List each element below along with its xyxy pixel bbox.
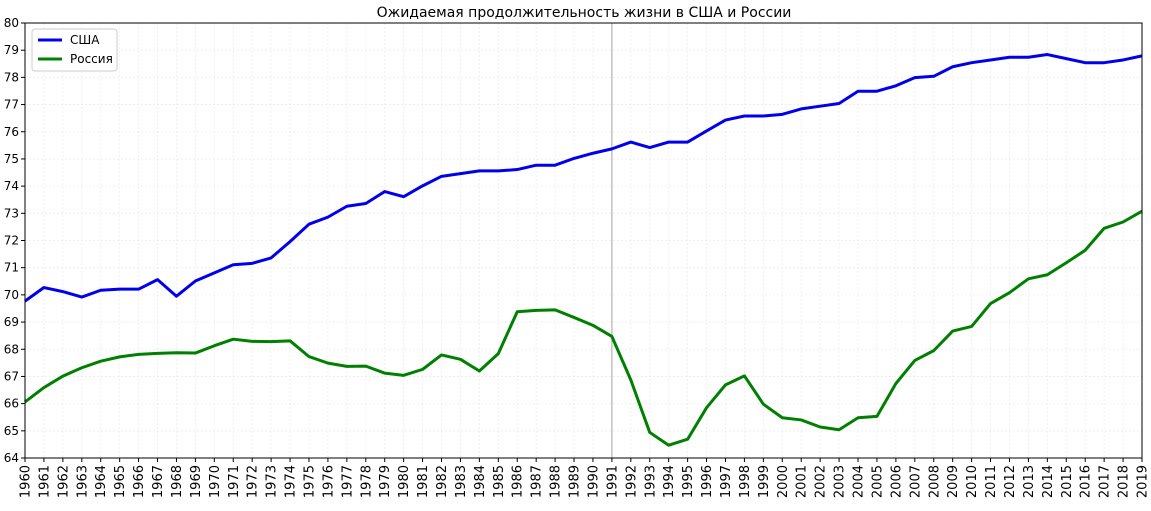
x-tick-label: 2003 — [833, 465, 848, 498]
x-tick-label: 2008 — [927, 465, 942, 498]
x-tick-label: 2006 — [889, 465, 904, 498]
x-tick-label: 2016 — [1079, 465, 1094, 498]
x-tick-label: 1993 — [643, 465, 658, 498]
series-lines — [24, 53, 1143, 447]
x-tick-label: 1971 — [227, 465, 242, 498]
y-tick-label: 78 — [4, 70, 19, 84]
x-tick-label: 1974 — [284, 465, 299, 498]
x-tick-label: 1982 — [435, 465, 450, 498]
x-tick-label: 2014 — [1041, 465, 1056, 498]
y-tick-label: 64 — [4, 451, 19, 465]
x-tick-label: 1996 — [700, 465, 715, 498]
y-tick-label: 69 — [4, 315, 19, 329]
x-tick-label: 1967 — [151, 465, 166, 498]
x-tick-label: 2013 — [1022, 465, 1037, 498]
x-tick-label: 2010 — [965, 465, 980, 498]
x-tick-label: 2002 — [814, 465, 829, 498]
x-tick-label: 2004 — [852, 465, 867, 498]
x-tick-label: 1997 — [719, 465, 734, 498]
x-tick-label: 2000 — [776, 465, 791, 498]
x-tick-label: 1978 — [359, 465, 374, 498]
x-tick-label: 1992 — [624, 465, 639, 498]
x-tick-label: 1986 — [511, 465, 526, 498]
y-tick-label: 79 — [4, 43, 19, 57]
x-tick-label: 2018 — [1117, 465, 1132, 498]
legend: США Россия — [31, 28, 118, 72]
x-tick-label: 1970 — [208, 465, 223, 498]
x-tick-label: 2009 — [946, 465, 961, 498]
x-tick-label: 1969 — [189, 465, 204, 498]
x-tick-label: 1981 — [416, 465, 431, 498]
x-tick-label: 2019 — [1136, 465, 1151, 498]
x-tick-label: 1975 — [302, 465, 317, 498]
y-tick-label: 66 — [4, 397, 19, 411]
x-tick-label: 2017 — [1098, 465, 1113, 498]
series-line-1 — [24, 209, 1143, 447]
x-tick-label: 1965 — [113, 465, 128, 498]
x-tick-label: 1977 — [340, 465, 355, 498]
x-tick-label: 2007 — [908, 465, 923, 498]
x-tick-label: 2012 — [1003, 465, 1018, 498]
x-tick-label: 1966 — [132, 465, 147, 498]
legend-label-0: США — [70, 33, 100, 47]
x-tick-label: 2005 — [870, 465, 885, 498]
x-tick-label: 1968 — [170, 465, 185, 498]
x-tick-label: 1999 — [757, 465, 772, 498]
y-tick-label: 74 — [4, 179, 19, 193]
x-tick-label: 2015 — [1060, 465, 1075, 498]
x-tick-label: 2001 — [795, 465, 810, 498]
y-tick-label: 77 — [4, 98, 19, 112]
series-line-0 — [24, 53, 1143, 303]
y-tick-label: 71 — [4, 261, 19, 275]
y-tick-label: 65 — [4, 424, 19, 438]
x-tick-label: 1963 — [75, 465, 90, 498]
x-tick-label: 1985 — [492, 465, 507, 498]
y-tick-label: 70 — [4, 288, 19, 302]
x-tick-label: 1984 — [473, 465, 488, 498]
x-tick-label: 1972 — [246, 465, 261, 498]
x-tick-label: 1994 — [662, 465, 677, 498]
y-tick-label: 68 — [4, 342, 19, 356]
x-tick-label: 1987 — [530, 465, 545, 498]
x-tick-label: 1991 — [605, 465, 620, 498]
y-tick-label: 80 — [4, 16, 19, 30]
x-tick-label: 1964 — [94, 465, 109, 498]
y-tick-label: 73 — [4, 206, 19, 220]
y-tick-label: 75 — [4, 152, 19, 166]
y-tick-label: 72 — [4, 234, 19, 248]
x-tick-label: 1976 — [321, 465, 336, 498]
y-tick-label: 76 — [4, 125, 19, 139]
x-tick-label: 1979 — [378, 465, 393, 498]
legend-label-1: Россия — [70, 52, 113, 66]
x-axis: 1960 1961 1962 1963 1964 1965 1966 1967 1968 1969… — [19, 458, 1151, 498]
x-tick-label: 1995 — [681, 465, 696, 498]
y-tick-label: 67 — [4, 369, 19, 383]
x-tick-label: 1983 — [454, 465, 469, 498]
x-tick-label: 1973 — [265, 465, 280, 498]
x-tick-label: 1988 — [549, 465, 564, 498]
x-tick-label: 1990 — [586, 465, 601, 498]
y-axis: 64 65 66 67 68 69 70 71 72 73 74 75 76 77 78 79 80 — [4, 16, 25, 465]
x-tick-label: 1962 — [56, 465, 71, 498]
x-tick-label: 1998 — [738, 465, 753, 498]
x-tick-label: 1989 — [568, 465, 583, 498]
chart-title: Ожидаемая продолжительность жизни в США … — [377, 5, 792, 21]
x-tick-label: 2011 — [984, 465, 999, 498]
grid — [24, 22, 1143, 459]
x-tick-label: 1960 — [19, 465, 34, 498]
x-tick-label: 1961 — [37, 465, 52, 498]
x-tick-label: 1980 — [397, 465, 412, 498]
